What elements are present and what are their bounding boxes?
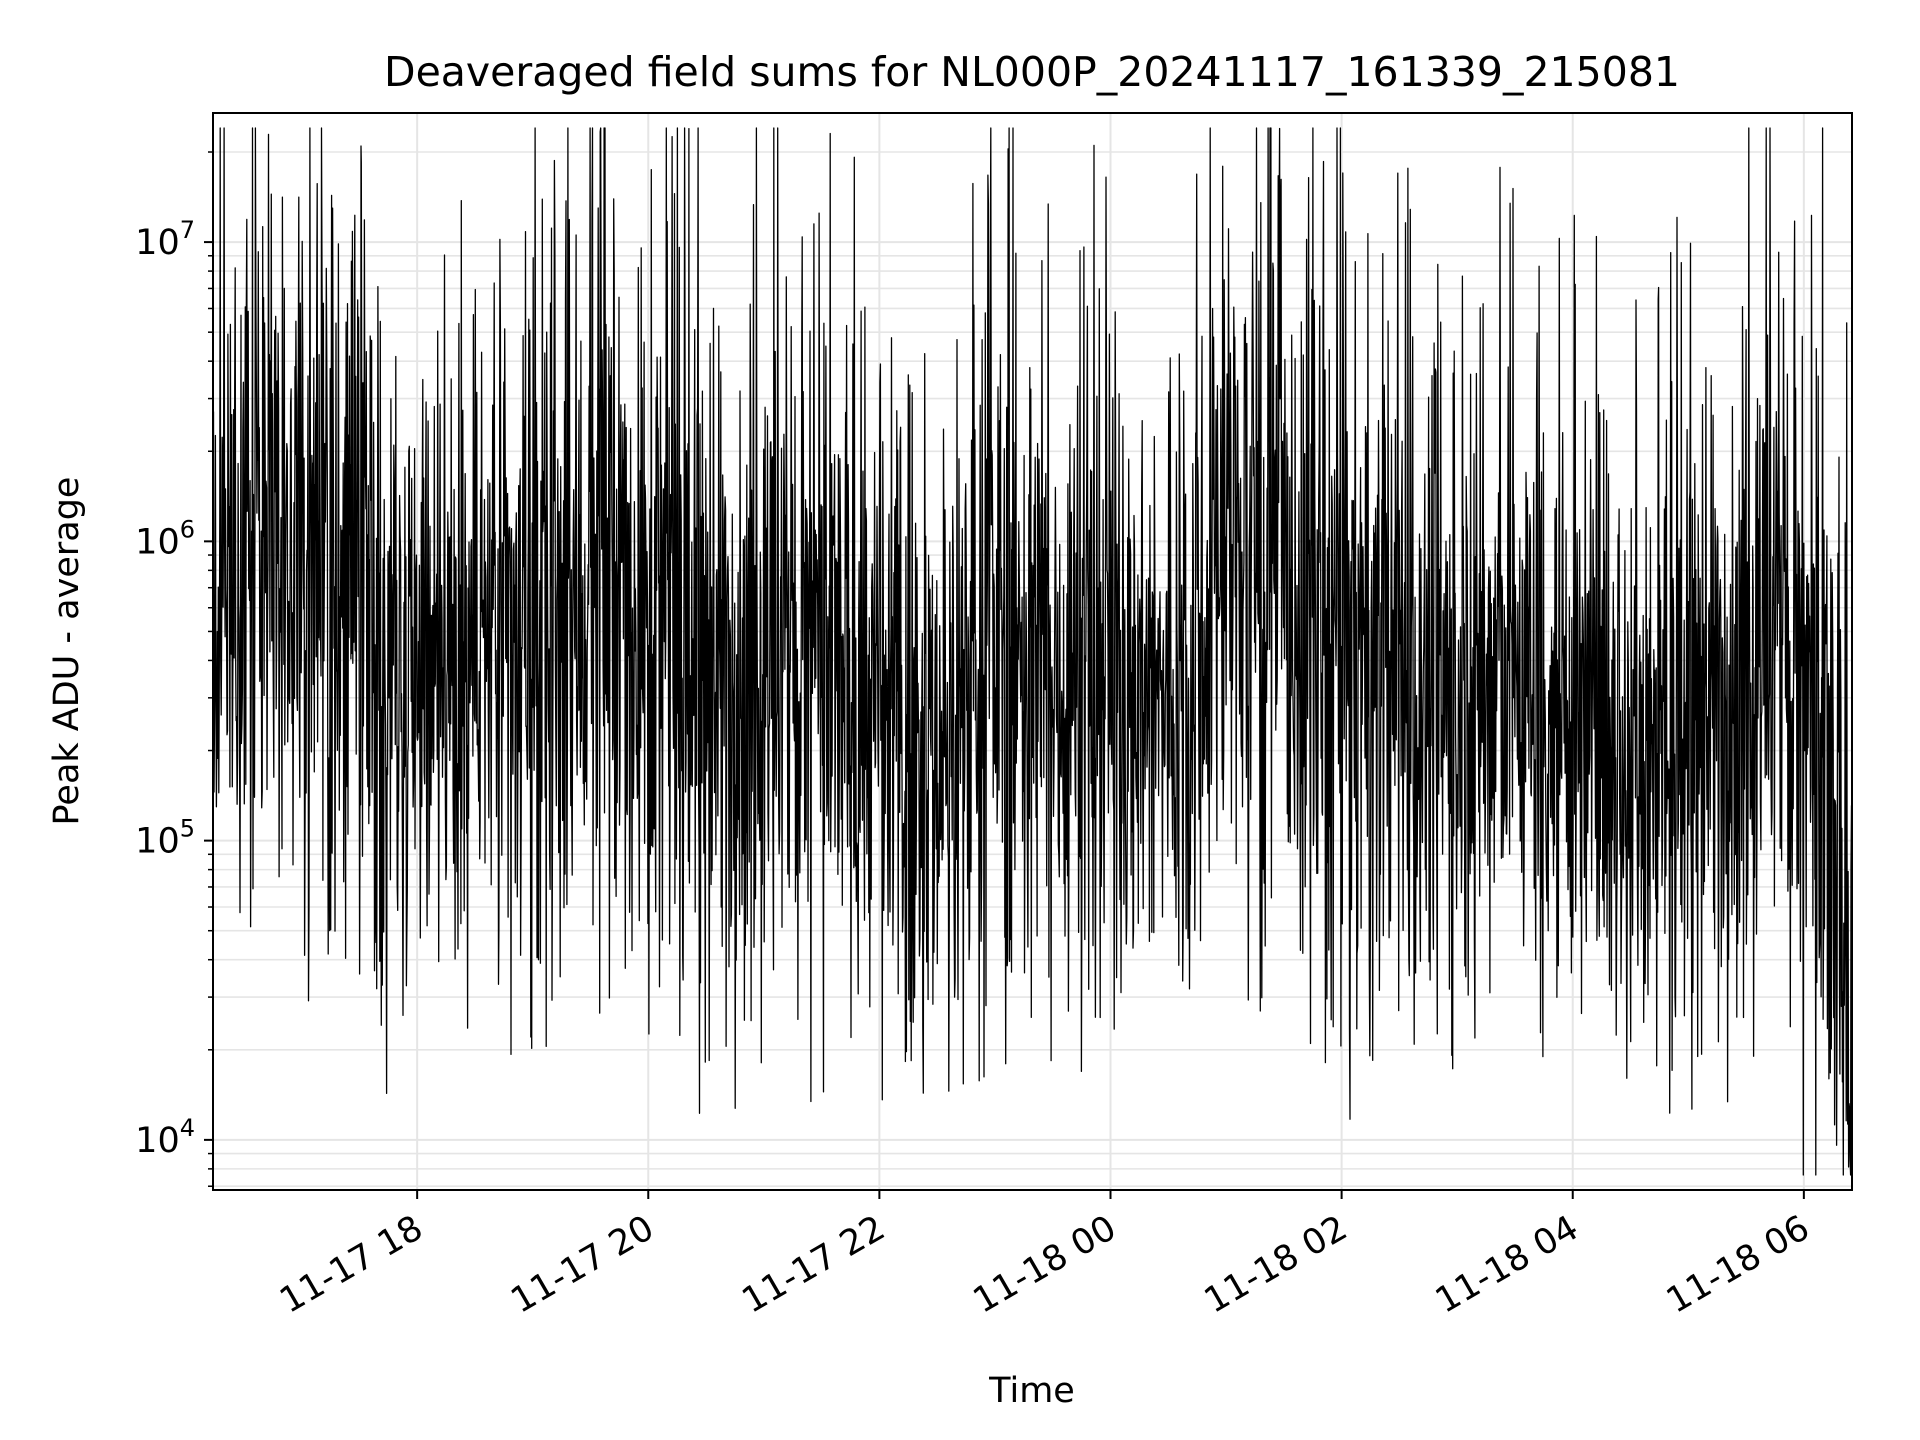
y-tick-label: 106 <box>135 515 195 562</box>
series-line <box>212 127 1853 1176</box>
x-axis-label: Time <box>988 1371 1075 1411</box>
y-tick-label: 107 <box>135 216 195 263</box>
plot-frame <box>212 112 1853 1191</box>
chart-title: Deaveraged field sums for NL000P_2024111… <box>384 48 1680 96</box>
series-path <box>212 127 1853 1176</box>
y-tick-label: 105 <box>135 815 195 862</box>
y-tick-label: 104 <box>135 1114 195 1161</box>
grid <box>213 113 1852 1190</box>
y-axis-ticks: 104 105 106 107 <box>135 151 213 1187</box>
y-axis-label: Peak ADU - average <box>47 477 87 826</box>
